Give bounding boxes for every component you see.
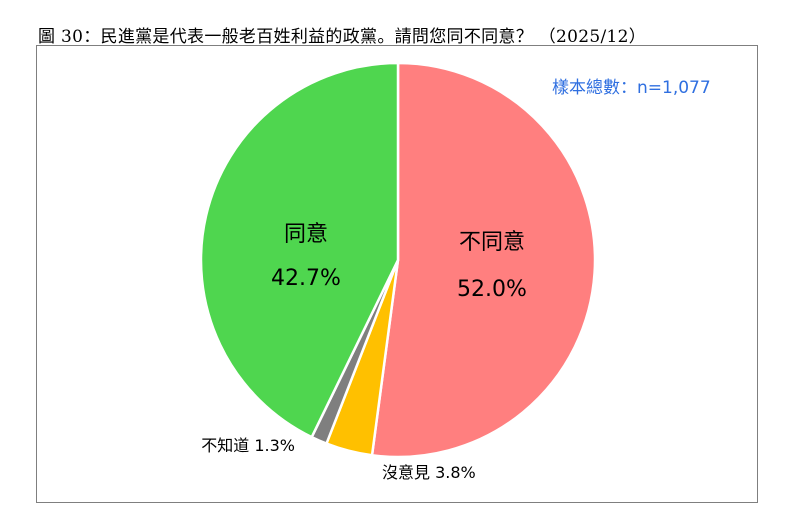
slice-label-3: 同意 [284, 222, 328, 247]
slice-label-1: 沒意見 3.8% [382, 463, 476, 482]
pie-slice-3 [199, 61, 400, 439]
chart-title: 圖 30：民進黨是代表一般老百姓利益的政黨。請問您同不同意？ （2025/12） [38, 27, 647, 47]
slice-value-label-0: 52.0% [457, 277, 527, 302]
chart-frame [36, 45, 758, 503]
slice-label-2: 不知道 1.3% [201, 436, 295, 455]
slice-label-0: 不同意 [459, 230, 525, 255]
pie-slice-0 [370, 61, 597, 459]
slice-value-label-3: 42.7% [271, 266, 341, 291]
sample-size-label: 樣本總數：n=1,077 [552, 78, 711, 98]
